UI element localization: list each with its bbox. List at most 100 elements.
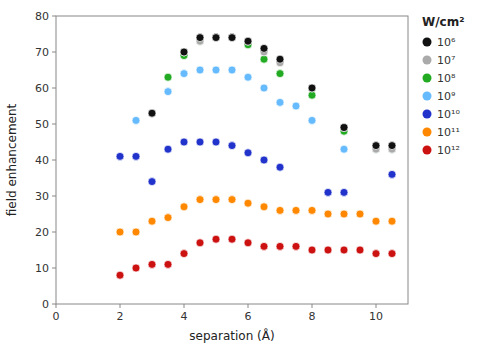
point	[212, 34, 220, 42]
point	[308, 84, 316, 92]
x-tick	[56, 304, 57, 308]
point	[148, 178, 156, 186]
point	[196, 196, 204, 204]
point	[228, 66, 236, 74]
point	[212, 66, 220, 74]
legend-marker	[423, 146, 432, 155]
point	[372, 142, 380, 150]
point	[372, 250, 380, 258]
point	[276, 98, 284, 106]
y-tick-label: 60	[35, 82, 49, 95]
point	[372, 217, 380, 225]
legend-entry: 10¹²	[437, 144, 460, 157]
legend-marker	[423, 56, 432, 65]
y-tick	[52, 124, 56, 125]
point	[228, 34, 236, 42]
legend-marker	[423, 92, 432, 101]
legend-entry: 10⁶	[437, 36, 456, 49]
point	[228, 196, 236, 204]
point	[228, 142, 236, 150]
x-tick-label: 10	[369, 310, 383, 323]
x-tick	[184, 304, 185, 308]
point	[292, 206, 300, 214]
point	[244, 73, 252, 81]
y-tick	[52, 196, 56, 197]
point	[260, 55, 268, 63]
point	[244, 37, 252, 45]
point	[388, 170, 396, 178]
point	[132, 228, 140, 236]
legend-entry: 10¹⁰	[437, 108, 460, 121]
legend-marker	[423, 74, 432, 83]
legend-entry: 10⁹	[437, 90, 455, 103]
series	[116, 138, 396, 196]
legend-marker	[423, 128, 432, 137]
point	[276, 242, 284, 250]
legend-marker	[423, 38, 432, 47]
y-tick	[52, 88, 56, 89]
point	[196, 138, 204, 146]
point	[212, 196, 220, 204]
point	[180, 70, 188, 78]
point	[132, 264, 140, 272]
x-tick	[312, 304, 313, 308]
point	[388, 250, 396, 258]
series	[116, 235, 396, 279]
point	[164, 88, 172, 96]
x-tick-label: 4	[181, 310, 188, 323]
y-tick-label: 70	[35, 46, 49, 59]
point	[228, 235, 236, 243]
x-tick	[120, 304, 121, 308]
point	[212, 34, 220, 42]
point	[340, 124, 348, 132]
x-tick-label: 2	[117, 310, 124, 323]
x-tick-label: 8	[309, 310, 316, 323]
legend-entry: 10⁷	[437, 54, 455, 67]
point	[244, 37, 252, 45]
point	[260, 84, 268, 92]
y-tick-label: 10	[35, 262, 49, 275]
series	[132, 66, 396, 153]
y-tick-label: 50	[35, 118, 49, 131]
y-tick-label: 80	[35, 10, 49, 23]
y-tick-label: 40	[35, 154, 49, 167]
x-tick-label: 0	[53, 310, 60, 323]
point	[180, 203, 188, 211]
point	[340, 124, 348, 132]
point	[116, 271, 124, 279]
x-tick	[248, 304, 249, 308]
y-tick-label: 30	[35, 190, 49, 203]
point	[132, 152, 140, 160]
y-tick	[52, 160, 56, 161]
point	[260, 44, 268, 52]
point	[324, 210, 332, 218]
legend-entry: 10⁸	[437, 72, 456, 85]
point	[164, 73, 172, 81]
y-tick	[52, 268, 56, 269]
point	[340, 145, 348, 153]
point	[196, 66, 204, 74]
y-axis-label: field enhancement	[5, 103, 19, 216]
point	[356, 210, 364, 218]
point	[116, 152, 124, 160]
point	[164, 214, 172, 222]
point	[276, 55, 284, 63]
point	[292, 102, 300, 110]
x-tick	[376, 304, 377, 308]
point	[196, 34, 204, 42]
points	[116, 34, 396, 280]
point	[356, 246, 364, 254]
point	[148, 217, 156, 225]
point	[260, 156, 268, 164]
point	[276, 206, 284, 214]
point	[308, 246, 316, 254]
y-tick	[52, 232, 56, 233]
point	[212, 138, 220, 146]
point	[244, 149, 252, 157]
point	[308, 206, 316, 214]
legend-title: W/cm²	[422, 15, 465, 29]
x-tick-label: 6	[245, 310, 252, 323]
legend: W/cm² 10⁶ 10⁷ 10⁸ 10⁹ 10¹⁰ 10¹¹ 10¹²	[422, 15, 465, 157]
point	[180, 48, 188, 56]
legend-entry: 10¹¹	[437, 126, 460, 139]
